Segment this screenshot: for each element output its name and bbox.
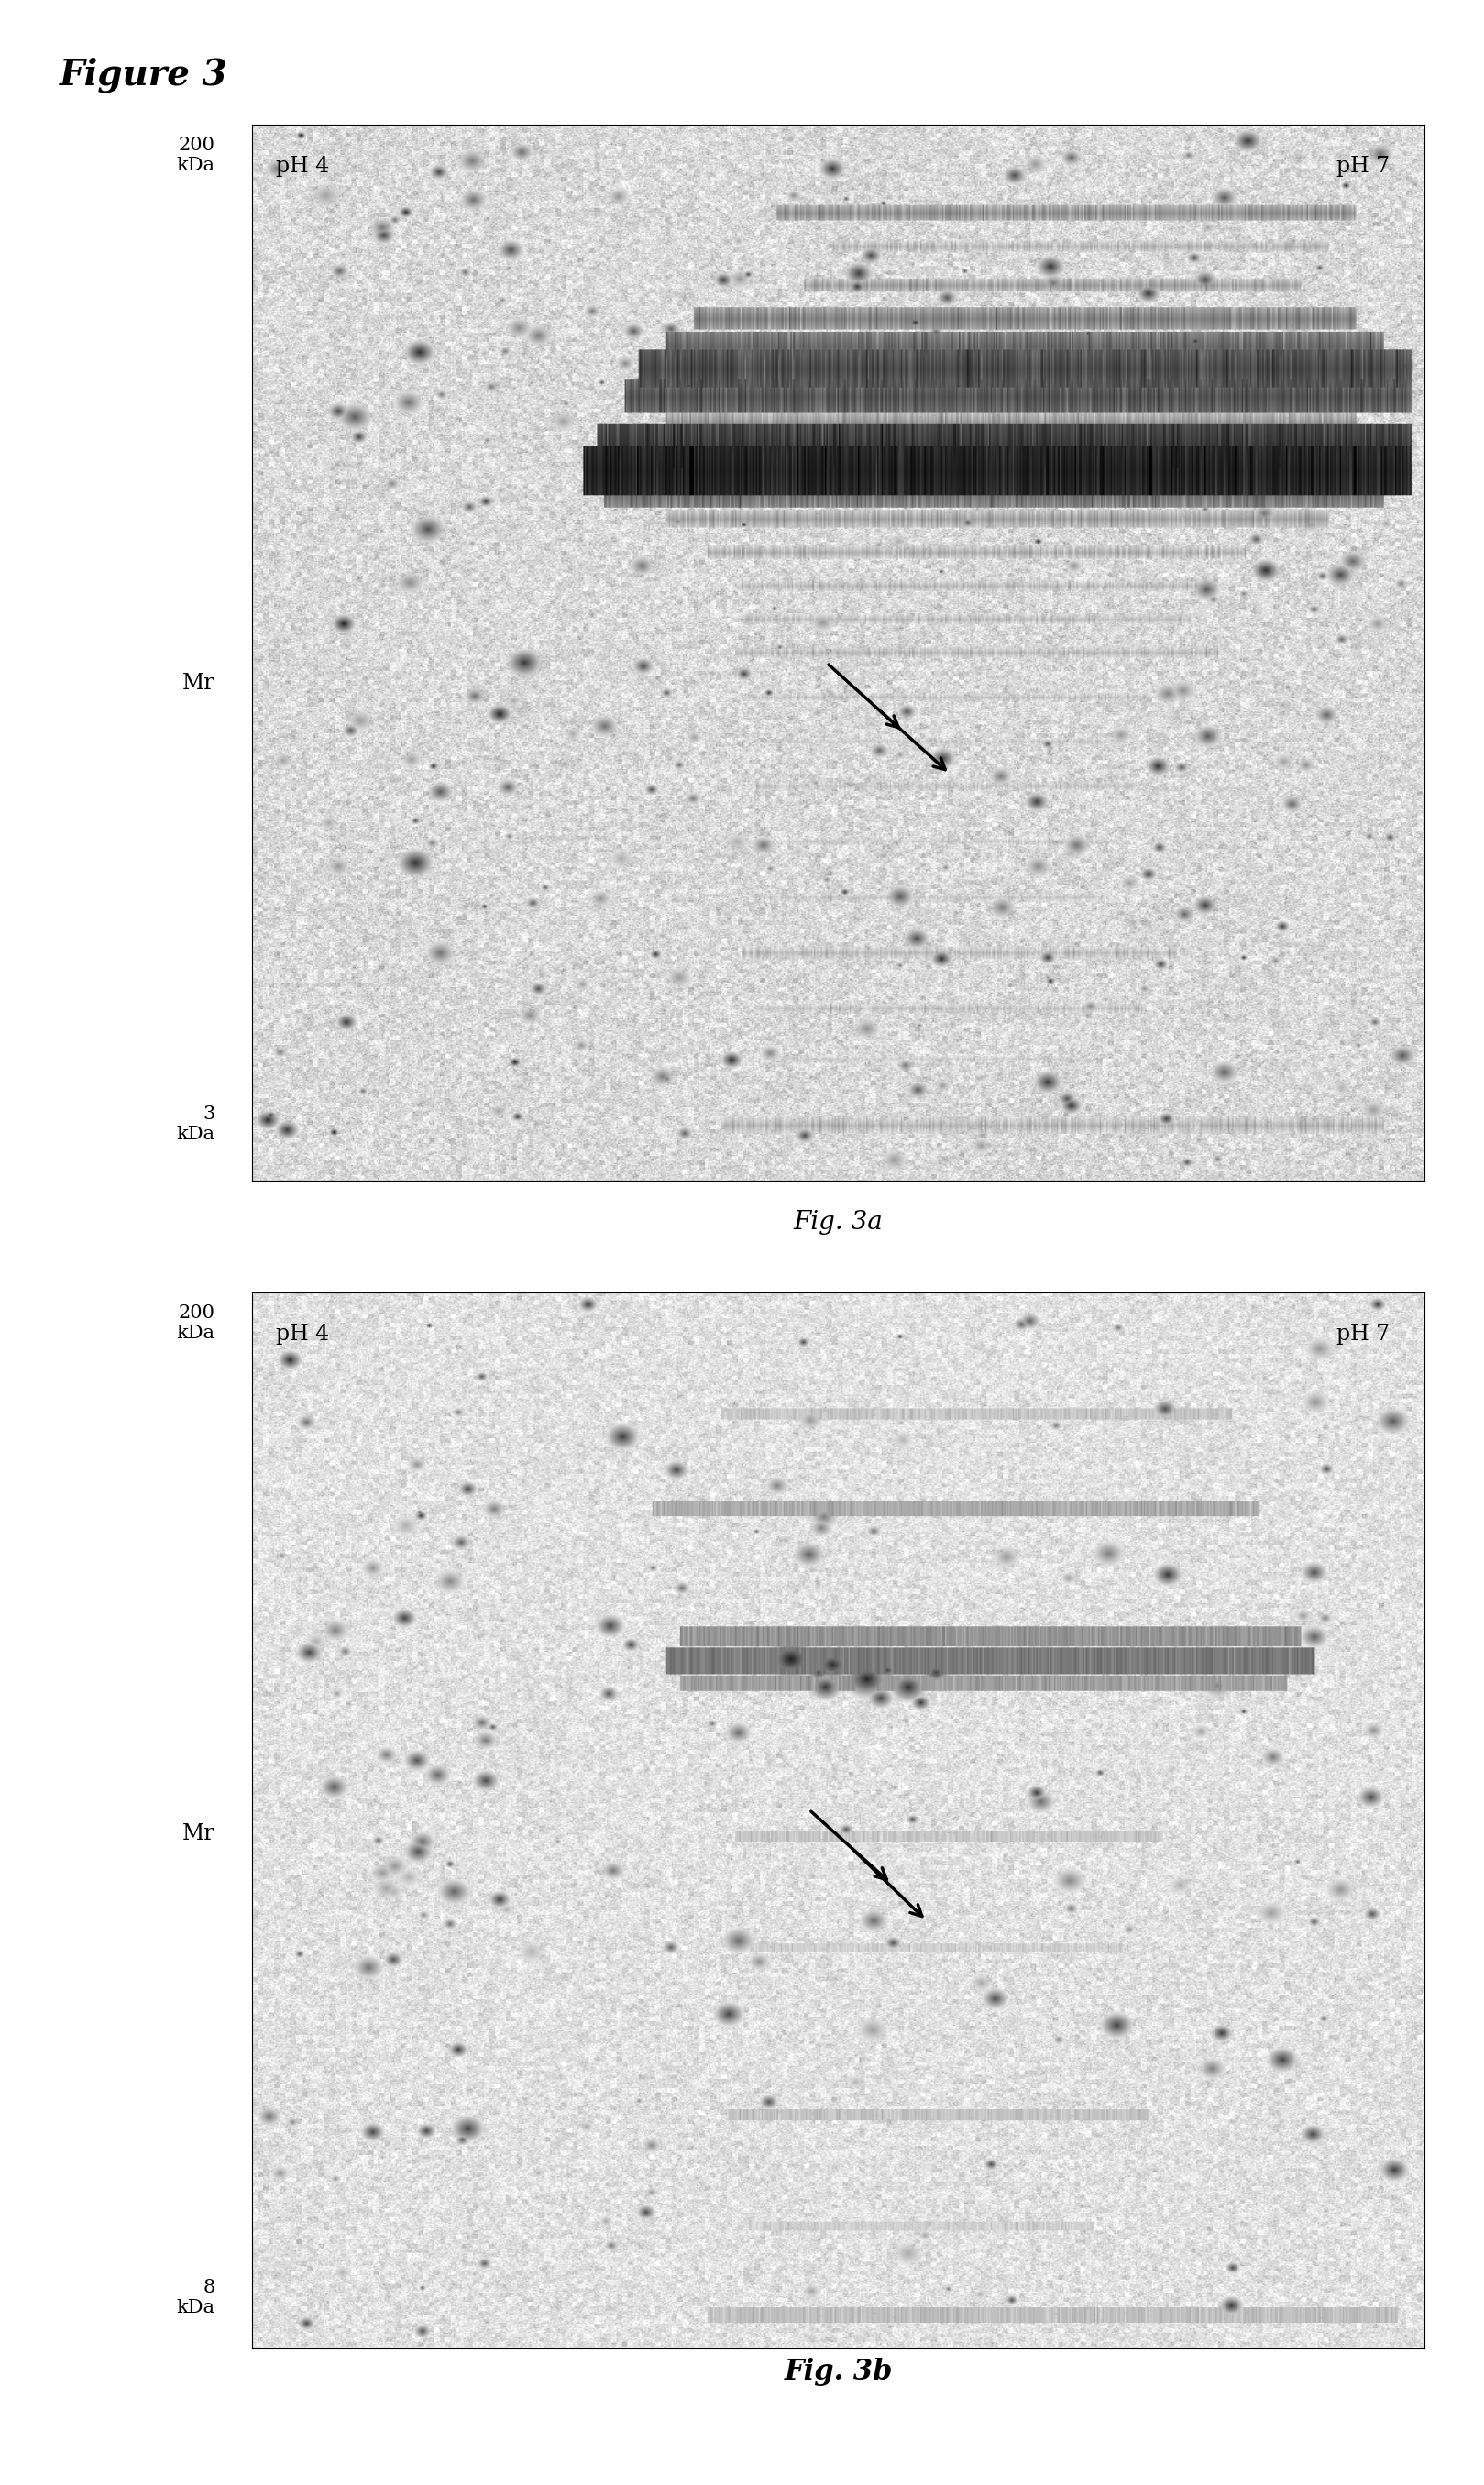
Text: Fig. 3a: Fig. 3a [794,1210,883,1235]
Text: 200
kDa: 200 kDa [177,1305,215,1342]
Text: pH 4: pH 4 [276,1325,329,1344]
Text: 200
kDa: 200 kDa [177,137,215,174]
Text: pH 4: pH 4 [276,157,329,176]
Text: pH 7: pH 7 [1336,157,1389,176]
Text: 3
kDa: 3 kDa [177,1106,215,1143]
Text: Fig. 3b: Fig. 3b [784,2358,893,2386]
Text: pH 7: pH 7 [1336,1325,1389,1344]
Text: Mr: Mr [183,1824,215,1844]
Text: Mr: Mr [183,673,215,693]
Text: Figure 3: Figure 3 [59,57,227,92]
Text: 8
kDa: 8 kDa [177,2279,215,2316]
